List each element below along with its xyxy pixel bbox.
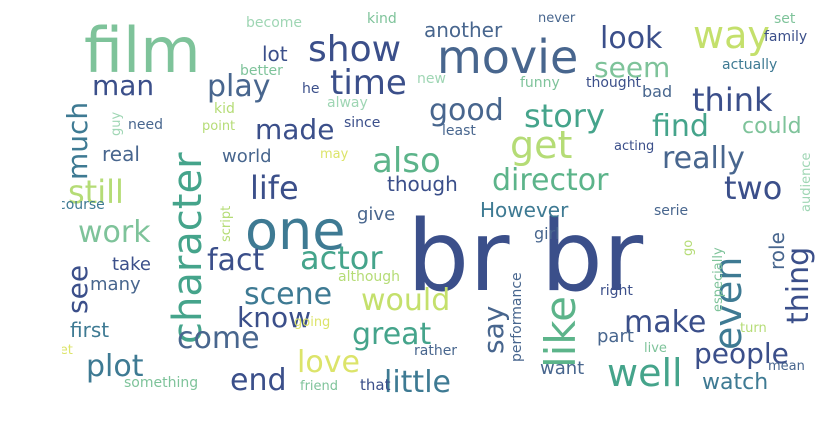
word-new: new bbox=[417, 71, 446, 87]
word-set: set bbox=[774, 11, 796, 27]
word-course: course bbox=[62, 197, 105, 213]
word-time: time bbox=[330, 63, 407, 103]
word-also: also bbox=[372, 141, 441, 181]
word-work: work bbox=[78, 215, 151, 250]
word-kid: kid bbox=[214, 101, 235, 117]
word-go: go bbox=[681, 239, 696, 256]
word-funny: funny bbox=[520, 75, 560, 91]
word-he: he bbox=[302, 81, 320, 97]
word-although: although bbox=[338, 269, 401, 285]
word-show: show bbox=[308, 29, 402, 70]
word-right: right bbox=[600, 283, 633, 299]
word-though: though bbox=[387, 172, 458, 196]
word-never: never bbox=[538, 11, 576, 26]
word-know: know bbox=[237, 301, 311, 334]
word-man: man bbox=[92, 69, 155, 102]
word-mean: mean bbox=[768, 359, 805, 374]
word-end: end bbox=[230, 363, 287, 398]
word-two: two bbox=[724, 169, 783, 207]
word-guy: guy bbox=[109, 111, 124, 136]
word-audience: audience bbox=[799, 152, 814, 212]
word-something: something bbox=[124, 375, 199, 391]
word-director: director bbox=[492, 163, 609, 198]
word-give: give bbox=[357, 204, 396, 225]
word-yet: yet bbox=[62, 343, 73, 358]
word-play: play bbox=[207, 69, 271, 104]
word-much: much bbox=[62, 101, 94, 180]
word-many: many bbox=[90, 274, 141, 295]
word-real: real bbox=[102, 142, 140, 166]
word-going: going bbox=[294, 315, 331, 330]
word-least: least bbox=[442, 123, 476, 139]
word-alway: alway bbox=[327, 95, 368, 111]
word-especially: especially bbox=[711, 247, 726, 312]
word-another: another bbox=[424, 18, 503, 42]
word-script: script bbox=[219, 205, 234, 242]
word-could: could bbox=[742, 114, 802, 139]
word-still: still bbox=[68, 173, 124, 211]
word-performance: performance bbox=[509, 272, 525, 362]
word-seem: seem bbox=[594, 51, 671, 84]
word-find: find bbox=[652, 109, 709, 144]
word-cloud: br br one film movie character like show… bbox=[62, 8, 830, 398]
word-that: that bbox=[360, 376, 391, 394]
word-family: family bbox=[764, 29, 808, 45]
word-rather: rather bbox=[414, 343, 458, 359]
word-see: see bbox=[62, 264, 94, 314]
word-would: would bbox=[361, 283, 451, 318]
word-look: look bbox=[600, 21, 663, 56]
word-serie: serie bbox=[654, 203, 689, 219]
word-world: world bbox=[222, 146, 272, 167]
word-bad: bad bbox=[642, 82, 673, 101]
word-love: love bbox=[297, 345, 360, 380]
word-make: make bbox=[624, 305, 707, 340]
word-scene: scene bbox=[244, 277, 333, 312]
word-little: little bbox=[384, 365, 451, 398]
word-become: become bbox=[246, 15, 303, 31]
word-good: good bbox=[429, 93, 504, 128]
word-part: part bbox=[597, 326, 634, 347]
word-first: first bbox=[70, 318, 110, 342]
word-come: come bbox=[177, 321, 260, 356]
word-need: need bbox=[128, 117, 163, 133]
word-fact: fact bbox=[207, 243, 265, 278]
word-turn: turn bbox=[740, 321, 767, 336]
word-story: story bbox=[524, 97, 605, 135]
word-better: better bbox=[240, 63, 283, 79]
word-role: role bbox=[765, 232, 789, 270]
word-actor: actor bbox=[300, 239, 383, 277]
word-live: live bbox=[644, 341, 667, 356]
word-girl: girl bbox=[534, 224, 560, 243]
word-kind: kind bbox=[367, 11, 397, 27]
word-way: way bbox=[693, 13, 770, 57]
word-point: point bbox=[202, 119, 236, 134]
word-actually: actually bbox=[722, 57, 778, 73]
word-thought: thought bbox=[586, 75, 642, 91]
word-take: take bbox=[112, 254, 151, 275]
word-get: get bbox=[510, 123, 573, 167]
word-acting: acting bbox=[614, 139, 655, 154]
word-character: character bbox=[165, 152, 211, 344]
word-think: think bbox=[692, 81, 773, 119]
word-say: say bbox=[477, 305, 510, 354]
word-plot: plot bbox=[86, 349, 144, 384]
word-since: since bbox=[344, 115, 381, 131]
word-watch: watch bbox=[702, 370, 769, 395]
word-really: really bbox=[662, 141, 745, 176]
word-may: may bbox=[320, 147, 349, 162]
word-friend: friend bbox=[300, 379, 339, 394]
word-lot: lot bbox=[262, 42, 288, 66]
word-movie: movie bbox=[437, 30, 579, 84]
word-people: people bbox=[694, 337, 789, 370]
word-however: However bbox=[480, 198, 569, 222]
word-made: made bbox=[255, 113, 335, 146]
word-film: film bbox=[84, 14, 201, 87]
word-great: great bbox=[352, 317, 432, 352]
word-br-br: br br bbox=[407, 200, 644, 314]
word-want: want bbox=[540, 358, 585, 379]
word-well: well bbox=[607, 351, 683, 395]
word-life: life bbox=[250, 169, 299, 207]
word-one: one bbox=[245, 199, 346, 262]
